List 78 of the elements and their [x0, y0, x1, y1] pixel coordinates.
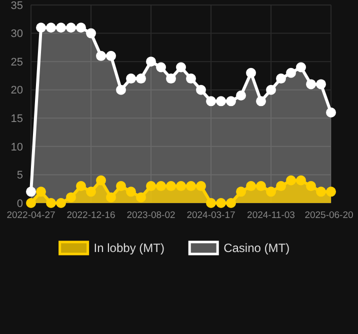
point: [206, 96, 216, 106]
point: [216, 198, 226, 208]
point: [276, 181, 286, 192]
point: [166, 74, 176, 84]
x-tick-label: 2022-04-27: [6, 210, 56, 221]
x-tick-label: 2025-06-20: [304, 210, 354, 221]
point: [26, 198, 36, 208]
point: [76, 181, 86, 192]
point: [136, 192, 146, 202]
point: [326, 107, 336, 118]
legend-label: In lobby (MT): [94, 241, 164, 256]
point: [106, 192, 116, 202]
point: [266, 186, 276, 197]
point: [196, 181, 206, 192]
point: [146, 56, 156, 67]
point: [226, 198, 236, 208]
x-tick-label: 2023-08-02: [126, 210, 176, 221]
point: [206, 198, 216, 208]
point: [226, 96, 236, 106]
x-tick-label: 2024-03-17: [186, 210, 236, 221]
point: [66, 22, 76, 33]
point: [46, 198, 56, 208]
point: [36, 186, 46, 197]
point: [26, 186, 36, 197]
point: [116, 181, 126, 192]
point: [246, 68, 256, 78]
point: [246, 181, 256, 192]
point: [156, 181, 166, 192]
point: [306, 181, 316, 192]
point: [136, 74, 146, 84]
y-tick-label: 15: [10, 112, 23, 125]
point: [126, 186, 136, 197]
point: [316, 186, 326, 197]
point: [176, 181, 186, 192]
point: [216, 96, 226, 106]
y-tick-label: 30: [10, 28, 23, 40]
point: [116, 84, 126, 95]
point: [56, 198, 66, 208]
point: [86, 186, 96, 197]
y-tick-label: 20: [10, 84, 23, 97]
point: [306, 79, 316, 90]
point: [326, 186, 336, 197]
point: [86, 28, 96, 38]
point: [96, 50, 106, 61]
point: [96, 175, 106, 186]
x-tick-label: 2024-11-03: [247, 210, 295, 221]
point: [186, 181, 196, 192]
point: [126, 74, 136, 84]
point: [286, 68, 296, 78]
point: [106, 50, 116, 61]
point: [176, 62, 186, 72]
point: [76, 22, 86, 33]
point: [256, 181, 266, 192]
y-tick-label: 10: [10, 141, 23, 154]
point: [56, 22, 66, 33]
point: [166, 181, 176, 192]
point: [196, 84, 206, 95]
point: [46, 22, 56, 33]
point: [286, 175, 296, 186]
point: [276, 74, 286, 84]
y-tick-label: 35: [10, 0, 23, 12]
y-tick-label: 5: [16, 170, 23, 182]
x-tick-label: 2022-12-16: [66, 210, 116, 221]
legend-label: Casino (MT): [224, 241, 290, 256]
point: [266, 84, 276, 95]
point: [296, 175, 306, 186]
point: [296, 62, 306, 72]
point: [186, 74, 196, 84]
point: [156, 62, 166, 72]
y-tick-label: 25: [10, 56, 23, 68]
point: [256, 96, 266, 106]
point: [236, 90, 246, 101]
point: [146, 181, 156, 192]
point: [316, 79, 326, 90]
y-tick-label: 0: [16, 198, 23, 210]
point: [236, 186, 246, 197]
point: [66, 192, 76, 202]
point: [36, 22, 46, 33]
